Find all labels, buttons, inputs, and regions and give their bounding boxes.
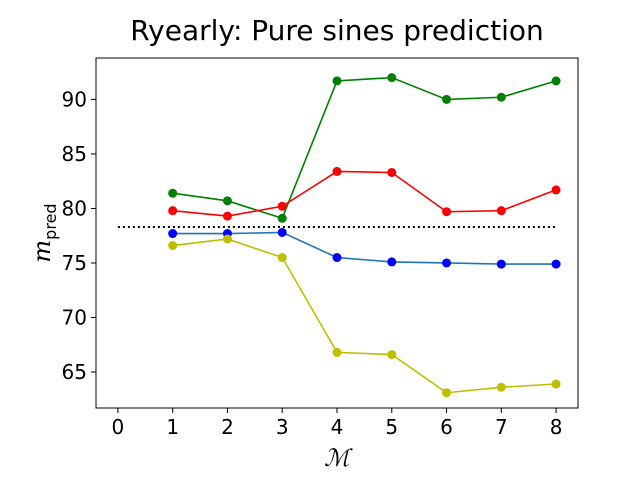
y-tick-label: 85 bbox=[62, 142, 87, 166]
data-point-blue bbox=[387, 257, 397, 267]
x-tick-label: 6 bbox=[440, 415, 453, 439]
data-point-blue bbox=[332, 253, 342, 263]
x-tick-label: 0 bbox=[112, 415, 125, 439]
x-tick-label: 8 bbox=[550, 415, 563, 439]
data-point-green bbox=[442, 94, 452, 104]
data-point-red bbox=[277, 201, 287, 211]
data-point-red bbox=[387, 167, 397, 177]
series-layer bbox=[168, 73, 561, 398]
x-axis: 0 1 2 3 4 5 6 7 8 bbox=[112, 408, 563, 439]
series-red bbox=[168, 166, 561, 221]
data-point-red bbox=[222, 211, 232, 221]
y-axis-label-subscript: pred bbox=[41, 203, 60, 239]
x-tick-label: 4 bbox=[331, 415, 344, 439]
data-point-red bbox=[496, 206, 506, 216]
chart-title: Ryearly: Pure sines prediction bbox=[130, 14, 544, 47]
x-tick-label: 5 bbox=[385, 415, 398, 439]
data-point-yellow bbox=[496, 382, 506, 392]
data-point-red bbox=[551, 185, 561, 195]
data-point-yellow bbox=[168, 241, 178, 251]
series-line-green bbox=[172, 76, 557, 220]
data-point-green bbox=[277, 213, 287, 223]
data-point-yellow bbox=[551, 379, 561, 389]
data-point-green bbox=[168, 188, 178, 198]
data-point-yellow bbox=[277, 253, 287, 263]
y-tick-label: 80 bbox=[62, 196, 87, 220]
y-axis-label: mpred bbox=[28, 203, 60, 262]
series-line-blue bbox=[172, 231, 557, 265]
data-point-yellow bbox=[387, 350, 397, 360]
data-point-green bbox=[551, 76, 561, 86]
data-point-blue bbox=[442, 258, 452, 268]
x-tick-label: 3 bbox=[276, 415, 289, 439]
y-tick-label: 75 bbox=[62, 251, 87, 275]
data-point-red bbox=[168, 206, 178, 216]
data-point-yellow bbox=[442, 388, 452, 398]
y-tick-label: 70 bbox=[62, 306, 87, 330]
data-point-green bbox=[222, 196, 232, 206]
y-axis-label-main: m bbox=[28, 240, 56, 263]
data-point-blue bbox=[551, 259, 561, 269]
data-point-red bbox=[332, 166, 342, 176]
data-point-green bbox=[387, 73, 397, 83]
data-point-blue bbox=[277, 227, 287, 237]
series-blue bbox=[168, 227, 561, 269]
y-tick-label: 65 bbox=[62, 360, 87, 384]
data-point-blue bbox=[168, 229, 178, 239]
data-point-yellow bbox=[332, 347, 342, 357]
x-axis-label: ℳ bbox=[324, 444, 353, 472]
series-line-yellow bbox=[172, 238, 557, 394]
series-line-red bbox=[172, 170, 557, 217]
data-point-green bbox=[496, 92, 506, 102]
series-yellow bbox=[168, 234, 561, 398]
x-tick-label: 1 bbox=[166, 415, 179, 439]
data-point-blue bbox=[496, 259, 506, 269]
x-tick-label: 7 bbox=[495, 415, 508, 439]
data-point-red bbox=[442, 207, 452, 217]
y-tick-label: 90 bbox=[62, 87, 87, 111]
data-point-green bbox=[332, 76, 342, 86]
x-tick-label: 2 bbox=[221, 415, 234, 439]
series-green bbox=[168, 73, 561, 223]
data-point-yellow bbox=[222, 234, 232, 244]
y-axis: 65 70 75 80 85 90 bbox=[62, 87, 96, 384]
